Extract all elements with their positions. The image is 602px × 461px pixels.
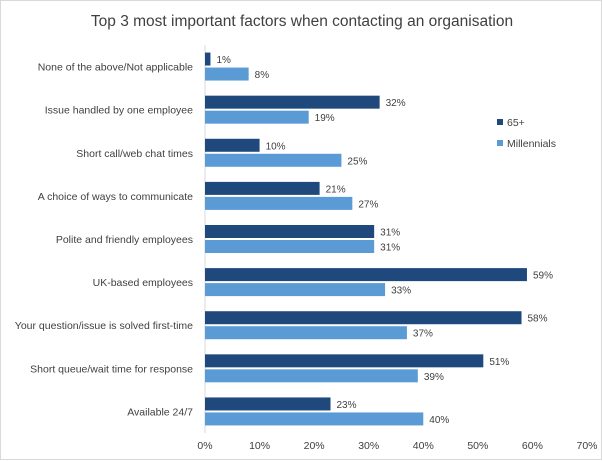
bar-sixtyfive-plus	[205, 138, 260, 152]
category-label: Issue handled by one employee	[45, 105, 193, 117]
bar-millennials	[205, 412, 424, 426]
bar-sixtyfive-plus	[205, 181, 320, 195]
bar-sixtyfive-plus	[205, 225, 375, 238]
legend-swatch	[497, 119, 503, 125]
data-label: 59%	[533, 271, 553, 282]
bar-sixtyfive-plus	[205, 268, 527, 282]
x-tick-label: 10%	[249, 440, 270, 452]
data-label: 10%	[266, 141, 286, 152]
data-label: 51%	[489, 357, 509, 368]
data-label: 58%	[528, 314, 548, 325]
data-label: 32%	[386, 98, 406, 109]
x-tick-label: 70%	[576, 440, 597, 452]
legend-label: 65+	[507, 117, 525, 129]
data-label: 31%	[380, 228, 400, 239]
x-tick-label: 40%	[413, 440, 434, 452]
chart-title: Top 3 most important factors when contac…	[91, 13, 513, 30]
data-label: 8%	[255, 70, 270, 81]
bar-sixtyfive-plus	[205, 95, 380, 109]
category-label: Short call/web chat times	[76, 148, 193, 160]
data-label: 1%	[216, 55, 231, 66]
data-label: 33%	[391, 286, 411, 297]
legend-label: Millennials	[507, 138, 556, 150]
category-label: Available 24/7	[127, 406, 193, 418]
data-label: 19%	[315, 113, 335, 124]
bar-sixtyfive-plus	[205, 354, 484, 368]
category-label: None of the above/Not applicable	[38, 62, 193, 74]
x-tick-label: 60%	[522, 440, 543, 452]
legend-swatch	[497, 140, 503, 146]
x-tick-label: 20%	[304, 440, 325, 452]
data-label: 25%	[347, 156, 367, 167]
bar-millennials	[205, 67, 249, 81]
bar-millennials	[205, 110, 309, 124]
bar-millennials	[205, 240, 375, 253]
category-label: UK-based employees	[93, 277, 193, 289]
bar-sixtyfive-plus	[205, 52, 211, 66]
category-label: A choice of ways to communicate	[38, 191, 193, 203]
bar-millennials	[205, 283, 386, 297]
x-tick-label: 50%	[467, 440, 488, 452]
data-label: 31%	[380, 243, 400, 254]
data-label: 23%	[337, 400, 357, 411]
bar-millennials	[205, 196, 353, 210]
bar-sixtyfive-plus	[205, 311, 522, 325]
x-tick-label: 30%	[358, 440, 379, 452]
category-label: Polite and friendly employees	[56, 234, 193, 246]
data-label: 39%	[424, 372, 444, 383]
data-label: 40%	[429, 415, 449, 426]
data-label: 21%	[326, 184, 346, 195]
bar-millennials	[205, 153, 342, 167]
bar-sixtyfive-plus	[205, 397, 331, 411]
x-tick-label: 0%	[197, 440, 212, 452]
data-label: 37%	[413, 329, 433, 340]
category-label: Your question/issue is solved first-time	[15, 320, 193, 332]
data-label: 27%	[358, 199, 378, 210]
bar-millennials	[205, 369, 418, 383]
bar-millennials	[205, 326, 407, 340]
category-label: Short queue/wait time for response	[30, 363, 193, 375]
